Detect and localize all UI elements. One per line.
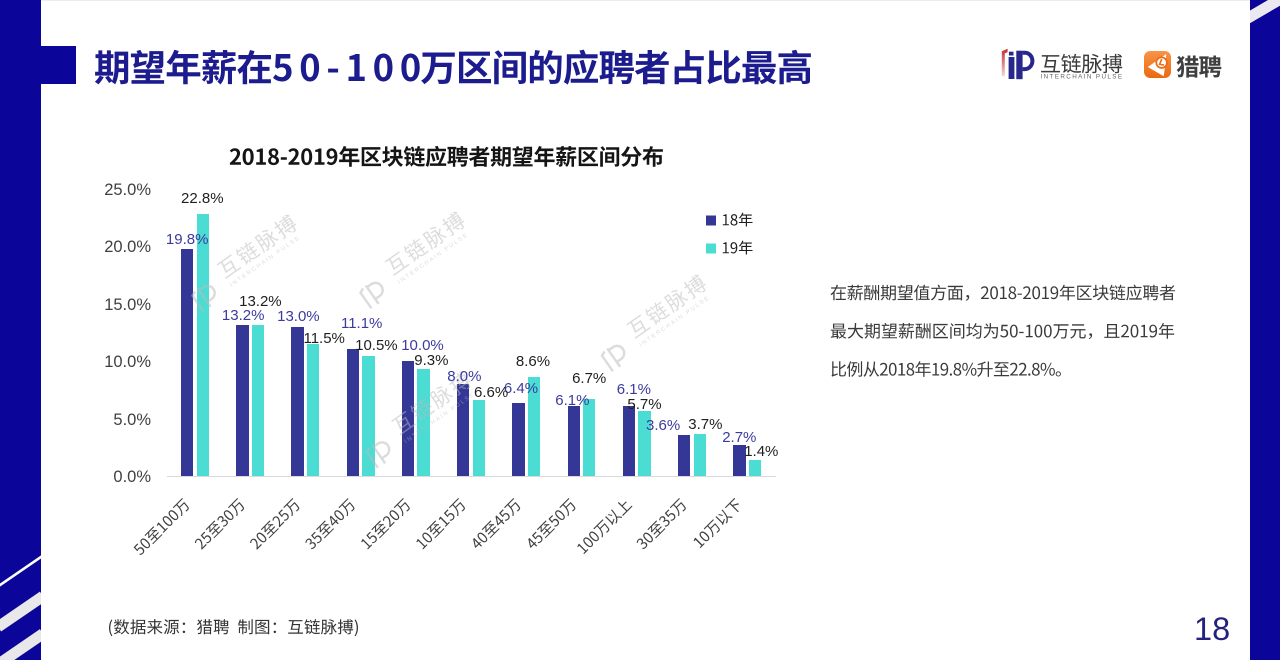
svg-text:INTERCHAIN PULSE: INTERCHAIN PULSE xyxy=(1041,74,1124,81)
